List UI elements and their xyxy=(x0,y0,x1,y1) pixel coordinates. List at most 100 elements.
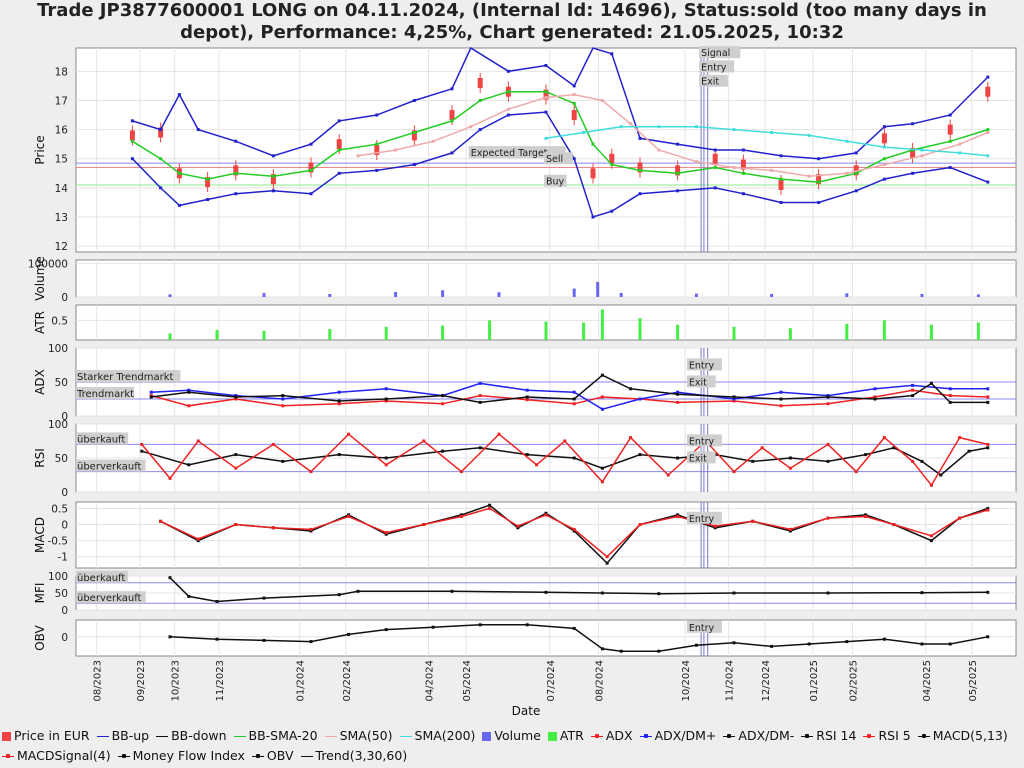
data-point xyxy=(939,473,943,477)
series-line-obv xyxy=(169,624,988,652)
data-point xyxy=(177,93,181,97)
data-point xyxy=(234,171,238,175)
data-point xyxy=(826,591,830,595)
series-line-bb-up xyxy=(132,46,989,160)
legend-swatch xyxy=(156,736,169,737)
annotation-buy: Buy xyxy=(546,177,565,188)
data-point xyxy=(920,148,924,152)
data-point xyxy=(948,165,952,169)
bar-volume xyxy=(770,293,774,297)
data-point xyxy=(892,446,896,450)
bar-atr xyxy=(732,326,736,340)
bar-volume xyxy=(328,293,332,297)
data-point xyxy=(478,623,482,627)
data-point xyxy=(882,145,886,149)
annotation-bg xyxy=(699,60,735,73)
candle-body xyxy=(411,130,417,141)
data-point xyxy=(741,171,745,175)
data-point xyxy=(741,192,745,196)
candle-body xyxy=(816,174,822,185)
panel-5 xyxy=(75,501,1017,569)
data-point xyxy=(431,139,435,143)
annotation-bg xyxy=(544,152,573,165)
data-point xyxy=(694,643,698,647)
data-point xyxy=(958,436,962,440)
data-point xyxy=(412,131,416,135)
bar-atr xyxy=(788,328,792,340)
data-point xyxy=(817,157,821,161)
data-point xyxy=(281,404,285,408)
data-point xyxy=(807,174,811,178)
data-point xyxy=(384,397,388,401)
x-axis-label: Date xyxy=(512,704,541,718)
data-point xyxy=(281,459,285,463)
data-point xyxy=(215,600,219,603)
data-point xyxy=(986,395,990,399)
data-point xyxy=(478,98,482,102)
data-point xyxy=(657,649,661,653)
x-tick-label: 04/2025 xyxy=(922,660,933,702)
data-point xyxy=(206,177,210,181)
data-point xyxy=(948,387,952,391)
candle-body xyxy=(205,177,211,188)
data-point xyxy=(986,635,990,639)
data-point xyxy=(732,470,736,474)
data-point xyxy=(948,113,952,117)
legend-swatch xyxy=(723,734,736,738)
data-point xyxy=(817,200,821,204)
data-point xyxy=(779,177,783,181)
x-tick-label: 10/2023 xyxy=(171,660,182,702)
data-point xyxy=(234,192,238,196)
data-point xyxy=(384,456,388,460)
data-point xyxy=(384,387,388,391)
x-tick-label: 01/2024 xyxy=(296,660,307,702)
reference-label: Starker Trendmarkt xyxy=(77,372,174,383)
data-point xyxy=(788,466,792,470)
axis-label-obv: OBV xyxy=(33,624,47,650)
bar-volume xyxy=(920,293,924,297)
data-point xyxy=(948,139,952,143)
data-point xyxy=(356,154,360,158)
data-point xyxy=(516,524,520,528)
axis-label-volume: Volume xyxy=(33,256,47,301)
data-point xyxy=(929,381,933,385)
data-point xyxy=(958,516,962,520)
legend-item: SMA(200) xyxy=(399,726,475,746)
data-point xyxy=(854,189,858,193)
panel-frame xyxy=(75,259,1017,298)
data-point xyxy=(751,459,755,463)
x-tick-label: 05/2024 xyxy=(462,660,473,702)
data-point xyxy=(986,442,990,446)
data-point xyxy=(605,561,609,565)
data-point xyxy=(657,148,661,152)
data-point xyxy=(572,529,576,533)
bar-atr xyxy=(582,322,586,340)
data-point xyxy=(676,514,680,518)
bar-volume xyxy=(441,290,445,297)
data-point xyxy=(347,632,351,636)
data-point xyxy=(600,647,604,651)
data-point xyxy=(657,125,661,129)
data-point xyxy=(958,142,962,146)
bar-atr xyxy=(215,329,219,340)
y-tick-label: 0 xyxy=(61,411,68,423)
data-point xyxy=(882,157,886,161)
panel-4 xyxy=(75,423,1017,493)
data-point xyxy=(375,142,379,146)
legend-label: ADX/DM- xyxy=(738,728,795,743)
data-point xyxy=(309,192,313,196)
data-point xyxy=(572,101,576,105)
data-point xyxy=(506,90,510,94)
legend-label: MACD(5,13) xyxy=(932,728,1008,743)
x-tick-label: 08/2023 xyxy=(93,660,104,702)
legend-label: ATR xyxy=(559,728,584,743)
data-point xyxy=(535,463,539,467)
legend-swatch xyxy=(863,734,876,738)
data-point xyxy=(864,513,868,517)
data-point xyxy=(187,594,191,598)
data-point xyxy=(713,186,717,190)
data-point xyxy=(516,526,520,530)
data-point xyxy=(234,466,238,470)
data-point xyxy=(384,532,388,536)
data-point xyxy=(488,503,492,507)
